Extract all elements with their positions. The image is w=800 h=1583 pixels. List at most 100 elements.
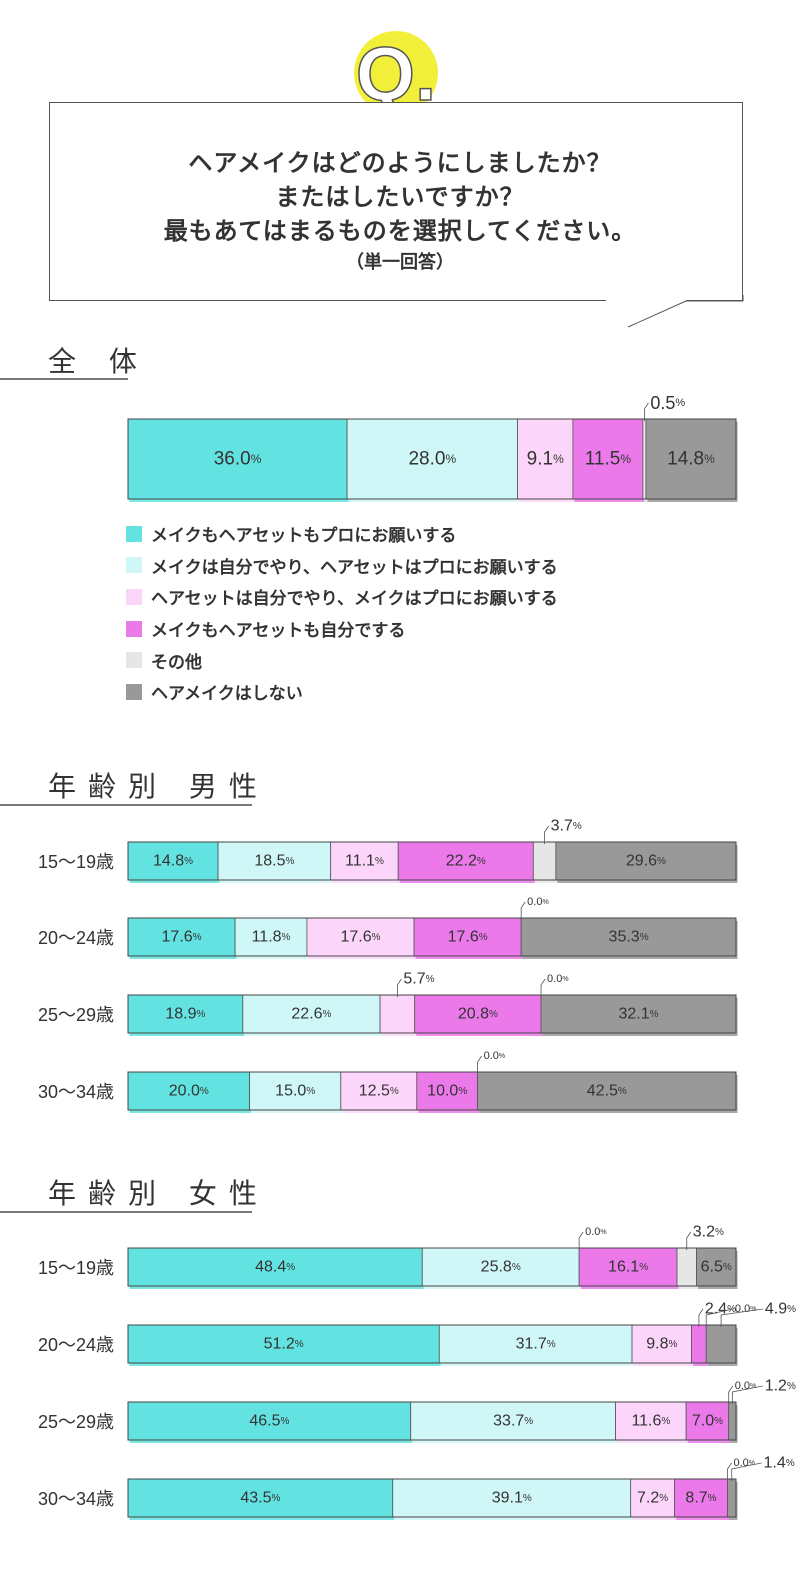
bar-segment <box>249 1071 342 1111</box>
bar-segment <box>705 1324 737 1364</box>
bar-value-label: 11.8% <box>252 929 291 946</box>
bar-segment <box>127 994 244 1034</box>
bar-value-label: 16.1% <box>608 1259 648 1276</box>
bar-segment <box>532 841 557 881</box>
bar-segment <box>685 1401 730 1441</box>
callout-line <box>578 1231 584 1250</box>
bar-segment <box>346 418 518 500</box>
bar-outline <box>127 418 737 500</box>
bar-segment <box>127 1247 423 1287</box>
bar-value-label: 14.8% <box>667 449 715 470</box>
bar-value-label: 42.5% <box>587 1083 627 1100</box>
callout-value-label: 0.0% <box>484 1050 506 1062</box>
section-title-female: 年齢別 女性 <box>48 1177 269 1210</box>
callout-line <box>644 402 649 421</box>
bar-value-label: 35.3% <box>609 929 649 946</box>
bar-value-label: 15.0% <box>275 1083 315 1100</box>
bar-value-label: 32.1% <box>618 1006 658 1023</box>
legend-item: ヘアセットは自分でやり、メイクはプロにお願いする <box>126 581 558 613</box>
legend-item: メイクは自分でやり、ヘアセットはプロにお願いする <box>126 550 558 582</box>
legend-item: メイクもヘアセットもプロにお願いする <box>126 518 558 550</box>
bar-value-label: 17.6% <box>448 929 488 946</box>
callout-value-label: 0.0% <box>527 896 549 908</box>
legend-label: メイクもヘアセットも自分でする <box>151 621 406 642</box>
bar-value-label: 39.1% <box>492 1490 532 1507</box>
bar-outline <box>127 917 737 957</box>
bar-value-label: 9.8% <box>646 1336 677 1353</box>
callout-line <box>731 1385 763 1404</box>
bar-segment <box>127 917 236 957</box>
bar-value-label: 31.7% <box>516 1336 556 1353</box>
bar-segment <box>631 1324 693 1364</box>
bar-value-label: 18.5% <box>254 853 294 870</box>
legend-swatch <box>126 525 142 542</box>
callout-line <box>396 978 402 997</box>
bar-outline <box>127 1478 737 1518</box>
bar-value-label: 29.6% <box>626 853 666 870</box>
bar-value-label: 28.0% <box>408 449 456 470</box>
legend-label: その他 <box>151 652 202 673</box>
bar-row-male-3: 30〜34歳 20.0% 15.0% 12.5% 10.0% 42.5% 0.0% <box>38 1050 738 1113</box>
bar-row-overall-0: 36.0% 28.0% 9.1% 11.5% 14.8% 0.5% <box>127 393 738 502</box>
callout-line <box>705 1308 733 1327</box>
callout-value-label: 0.5% <box>650 393 685 413</box>
bar-value-label: 25.8% <box>481 1259 521 1276</box>
bar-value-label: 17.6% <box>162 929 202 946</box>
bar-segment <box>520 917 737 957</box>
callout-value-label: 0.0% <box>735 1303 757 1315</box>
bar-value-label: 12.5% <box>359 1083 399 1100</box>
callout-line <box>728 1385 734 1404</box>
question-box <box>49 102 743 301</box>
legend-swatch <box>126 588 142 605</box>
chart-legend: メイクもヘアセットもプロにお願いする メイクは自分でやり、ヘアセットはプロにお願… <box>126 518 558 708</box>
bar-segment <box>477 1071 737 1111</box>
bar-segment <box>517 418 574 500</box>
legend-swatch <box>126 652 142 669</box>
bar-segment <box>728 1401 737 1441</box>
bar-row-female-1: 20〜24歳 51.2% 31.7% 9.8%2.4%0.0% 4.9% <box>38 1301 796 1366</box>
bar-segment <box>727 1478 737 1518</box>
category-label: 20〜24歳 <box>38 928 114 948</box>
bar-outline <box>127 1401 737 1441</box>
category-label: 25〜29歳 <box>38 1412 114 1432</box>
bar-outline <box>127 1071 737 1111</box>
bar-value-label: 20.8% <box>458 1006 498 1023</box>
question-line-1: ヘアメイクはどのようにしましたか？ <box>188 149 612 177</box>
bar-value-label: 7.0% <box>692 1413 723 1430</box>
category-label: 15〜19歳 <box>38 852 114 872</box>
bar-segment <box>572 418 644 500</box>
callout-line <box>544 825 549 844</box>
callout-line <box>477 1055 482 1074</box>
bar-segment <box>691 1324 707 1364</box>
callout-value-label: 0.0% <box>733 1457 755 1469</box>
category-label: 25〜29歳 <box>38 1005 114 1025</box>
bar-segment <box>127 418 348 500</box>
question-note: （単一回答） <box>346 252 454 273</box>
bar-outline <box>127 1247 737 1287</box>
bar-segment <box>330 841 399 881</box>
callout-line <box>727 1462 732 1481</box>
callout-value-label: 0.0% <box>735 1380 757 1392</box>
callout-line <box>720 1308 763 1327</box>
callout-line <box>540 978 546 997</box>
bar-row-male-1: 20〜24歳 17.6% 11.8% 17.6% 17.6% 35.3% 0.0% <box>38 896 738 959</box>
callout-line <box>520 901 526 920</box>
bar-segment <box>630 1478 675 1518</box>
bar-value-label: 14.8% <box>153 853 193 870</box>
bar-value-label: 17.6% <box>340 929 380 946</box>
callout-value-label: 1.2% <box>765 1378 796 1395</box>
legend-label: メイクは自分でやり、ヘアセットはプロにお願いする <box>151 557 558 578</box>
category-label: 15〜19歳 <box>38 1258 114 1278</box>
bar-value-label: 46.5% <box>249 1413 289 1430</box>
speech-bubble-tail <box>627 295 744 328</box>
bar-outline <box>127 1324 737 1364</box>
callout-line <box>698 1308 704 1327</box>
legend-item: ヘアメイクはしない <box>126 676 558 708</box>
bar-outline <box>127 841 737 881</box>
callout-value-label: 0.0% <box>585 1226 607 1238</box>
question-line-2: またはしたいですか？ <box>275 183 525 211</box>
legend-item: その他 <box>126 644 558 676</box>
callout-value-label: 3.7% <box>551 818 582 835</box>
bar-value-label: 8.7% <box>685 1490 716 1507</box>
